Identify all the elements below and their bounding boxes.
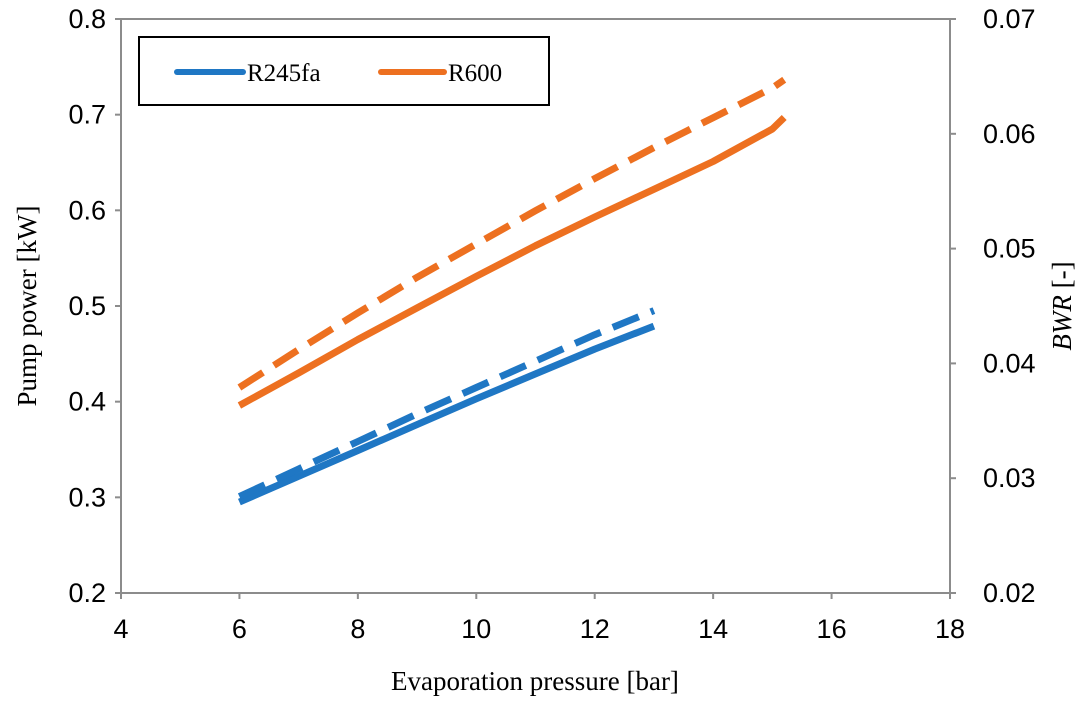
right-y-tick-label: 0.06 [983,119,1036,149]
right-y-tick-label: 0.05 [983,234,1036,264]
x-axis-title: Evaporation pressure [bar] [391,666,679,696]
x-tick-label: 10 [461,614,491,644]
x-tick-labels: 4 6 8 10 12 14 16 18 [113,593,965,644]
left-y-tick-label: 0.5 [68,291,106,321]
series-line-r245fa-solid [238,322,656,506]
legend: R245fa R600 [138,36,550,106]
series-line-r245fa-dashed [237,307,656,500]
right-y-axis-title: BWR [-] [1047,261,1077,350]
right-y-axis-title-italic: BWR [1047,295,1077,351]
left-y-axis-title: Pump power [kW] [12,206,42,407]
x-tick-label: 6 [232,614,247,644]
series-line-r600-solid [237,114,787,409]
right-y-axis-title-unit: [-] [1047,261,1077,295]
right-y-tick-label: 0.04 [983,348,1036,378]
left-y-tick-label: 0.7 [68,100,106,130]
x-tick-label: 8 [350,614,365,644]
x-tick-label: 18 [935,614,965,644]
right-y-tick-label: 0.07 [983,4,1036,34]
x-tick-label: 4 [113,614,128,644]
x-tick-label: 12 [580,614,610,644]
left-y-tick-label: 0.6 [68,195,106,225]
right-y-tick-labels: 0.02 0.03 0.04 0.05 0.06 0.07 [950,4,1036,608]
left-y-tick-label: 0.2 [68,578,106,608]
right-y-tick-label: 0.03 [983,463,1036,493]
series-line-r600-dashed [237,76,787,391]
legend-label-r245fa: R245fa [247,60,321,87]
right-y-tick-label: 0.02 [983,578,1036,608]
x-tick-label: 16 [817,614,847,644]
left-y-tick-label: 0.8 [68,4,106,34]
legend-label-r600: R600 [448,60,502,87]
series-lines [237,76,787,506]
left-y-tick-label: 0.4 [68,387,106,417]
x-tick-label: 14 [698,614,728,644]
left-y-tick-labels: 0.2 0.3 0.4 0.5 0.6 0.7 0.8 [68,4,121,608]
left-y-tick-label: 0.3 [68,482,106,512]
